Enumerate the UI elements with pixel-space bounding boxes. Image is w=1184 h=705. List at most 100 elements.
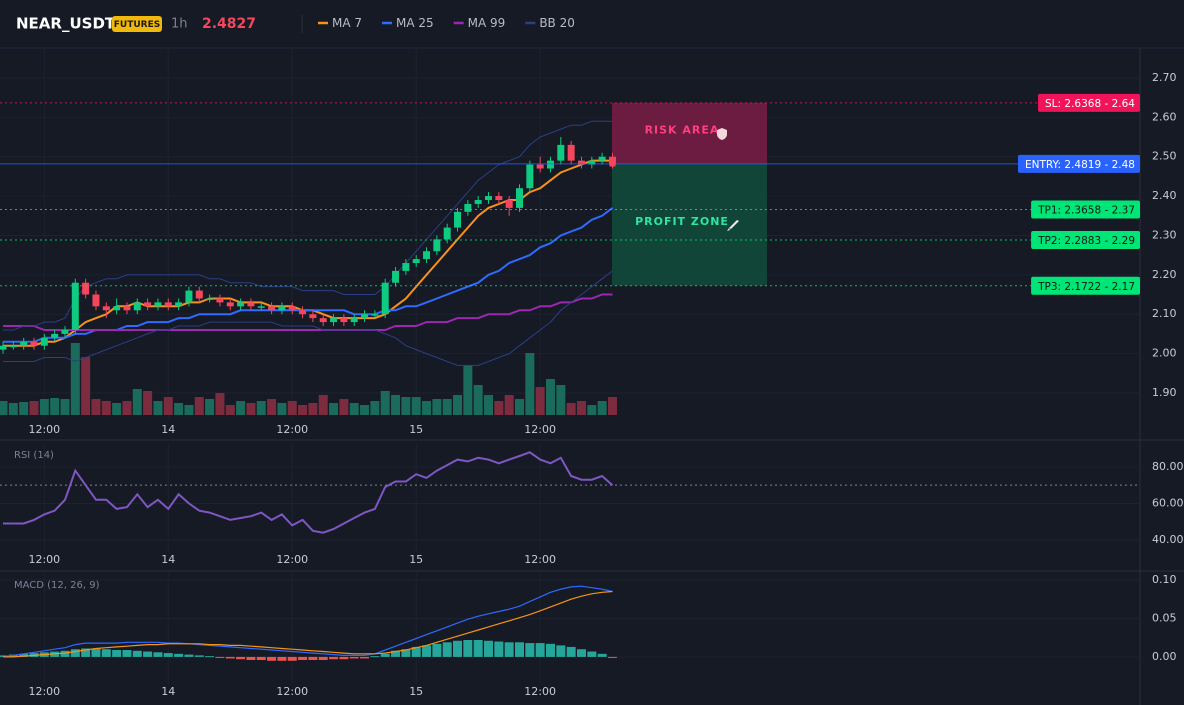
volume-bar [411,397,421,415]
histogram-bar [504,642,514,657]
volume-bar [70,343,80,415]
candle-body [154,302,162,307]
histogram-bar [163,653,173,657]
candle-body [216,298,224,303]
volume-bar [50,398,60,415]
histogram-bar [432,643,442,657]
level-badge [1031,231,1140,250]
histogram-bar [70,649,80,657]
candle-body [454,211,462,228]
histogram-bar [256,656,266,660]
shield-icon [717,128,727,140]
y-tick-label: 2.20 [1152,268,1177,281]
volume-bar [473,385,483,415]
x-tick-label: 15 [409,553,423,566]
candle-body [164,302,172,307]
candle-body [144,302,152,307]
price-marker [609,160,616,167]
candle-body [226,302,234,307]
volume-bar [432,399,442,415]
histogram-bar [194,655,204,657]
volume-bar [349,403,359,415]
candle-body [495,196,503,201]
volume-bar [184,405,194,415]
candle-body [402,263,410,271]
histogram-bar [101,649,111,657]
x-tick-label: 14 [161,553,175,566]
candle-body [598,156,606,161]
interval: 1h [171,17,188,32]
y-tick-label: 80.00 [1152,460,1184,473]
histogram-bar [545,643,555,657]
histogram-bar [267,656,277,661]
volume-bar [287,401,297,415]
candle-body [557,144,565,161]
volume-bar [339,399,349,415]
candle-body [113,306,121,311]
candle-body [61,329,69,334]
volume-bar [545,379,555,415]
candle-body [195,290,203,299]
histogram-bar [607,656,617,658]
volume-bar [504,395,514,415]
y-tick-label: 2.00 [1152,347,1177,360]
candle-body [319,318,327,323]
candle-body [567,144,575,161]
histogram-bar [184,654,194,657]
legend-label: MA 25 [396,16,434,30]
histogram-bar [391,650,401,657]
badge: FUTURES [114,20,160,30]
level-badge [1031,200,1140,219]
macd-line [2,585,613,658]
volume-bar [391,395,401,415]
level-badge [1017,154,1140,173]
candle-body [82,282,90,295]
level-badge [1031,276,1140,295]
histogram-bar [597,653,607,657]
volume-bar [153,401,163,415]
x-tick-label: 14 [161,685,175,698]
volume-bar [308,403,318,415]
candle-body [381,282,389,315]
volume-bar [318,395,328,415]
volume-bar [484,395,494,415]
zone-label: PROFIT ZONE [635,215,729,228]
candle-body [9,345,17,348]
volume-bar [401,397,411,415]
histogram-bar [422,645,432,657]
candle-body [474,200,482,204]
rsi-line [3,451,614,534]
volume-bar [8,403,18,415]
x-tick-label: 12:00 [524,685,556,698]
histogram-bar [401,649,411,657]
volume-bar [370,401,380,415]
histogram-bar [556,645,566,657]
volume-bar [163,397,173,415]
volume-bar [453,395,463,415]
level-label: TP3: 2.1722 - 2.17 [1037,281,1135,293]
candle-body [268,306,276,311]
candle-body [340,318,348,323]
histogram-bar [453,640,463,657]
candle-body [330,318,338,323]
histogram-bar [566,646,576,657]
volume-bar [101,401,111,415]
legend-label: MA 99 [468,16,506,30]
histogram-bar [339,656,349,660]
candle-body [412,259,420,264]
histogram-bar [360,656,370,659]
histogram-bar [576,649,586,657]
histogram-bar [298,656,308,660]
x-tick-label: 12:00 [524,553,556,566]
histogram-bar [153,652,163,657]
level-label: TP2: 2.2883 - 2.29 [1037,235,1135,247]
candle-body [30,341,38,346]
candle-body [0,345,7,350]
x-tick-label: 15 [409,685,423,698]
histogram-bar [287,656,297,661]
volume-bar [566,403,576,415]
volume-bar [39,399,49,415]
histogram-bar [0,655,8,657]
legend-label: BB 20 [539,16,575,30]
